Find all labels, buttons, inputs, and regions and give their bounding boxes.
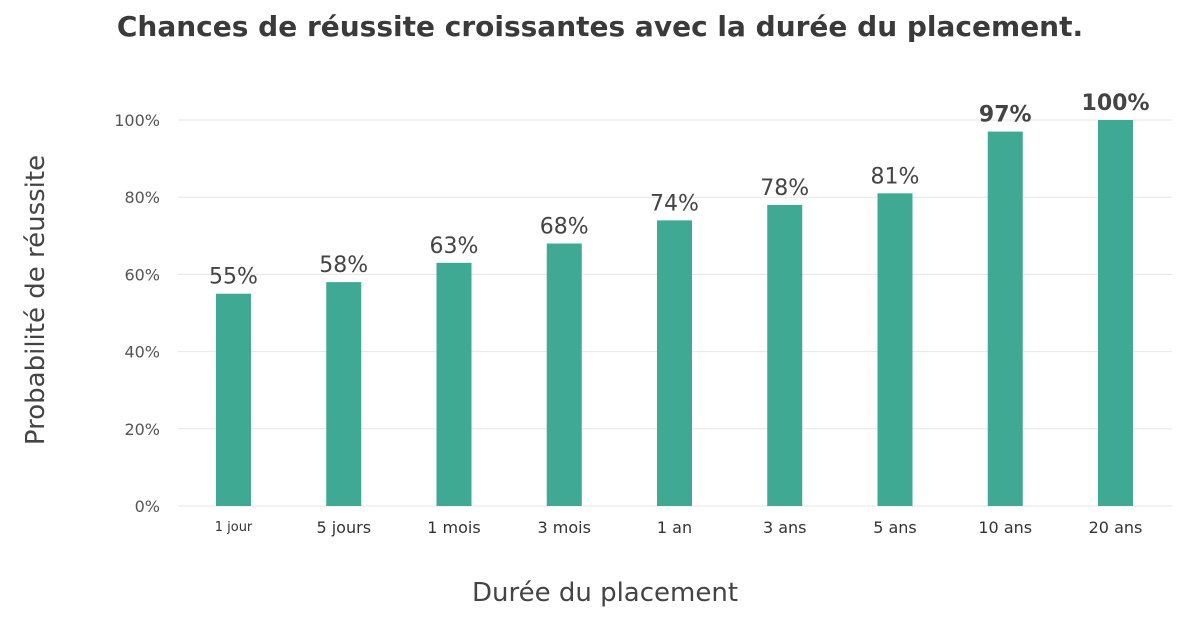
data-labels: 55% 58% 63% 68% 74% 78% 81% 97% 100% bbox=[209, 91, 1149, 290]
data-label: 74% bbox=[650, 191, 699, 216]
x-tick-label: 5 jours bbox=[316, 518, 371, 537]
x-tick-label: 1 mois bbox=[427, 518, 480, 537]
bar bbox=[546, 243, 582, 506]
y-axis-ticks: 0% 20% 40% 60% 80% 100% bbox=[114, 111, 160, 516]
y-tick-label: 80% bbox=[124, 188, 160, 207]
x-tick-label: 10 ans bbox=[978, 518, 1032, 537]
x-tick-label: 3 mois bbox=[538, 518, 591, 537]
x-axis-label: Durée du placement bbox=[472, 578, 738, 608]
data-label: 68% bbox=[540, 215, 589, 240]
data-label: 63% bbox=[430, 234, 479, 259]
bar bbox=[877, 193, 913, 506]
data-label: 97% bbox=[979, 103, 1032, 128]
bar bbox=[326, 282, 362, 506]
data-label: 78% bbox=[760, 176, 809, 201]
bar bbox=[657, 220, 692, 507]
bar bbox=[767, 204, 803, 507]
bar bbox=[1098, 120, 1133, 506]
bar bbox=[987, 131, 1023, 506]
y-axis-label: Probabilité de réussite bbox=[21, 155, 51, 445]
data-label: 58% bbox=[319, 253, 368, 278]
bar bbox=[436, 262, 472, 506]
x-axis-ticks: 1 jour 5 jours 1 mois 3 mois 1 an 3 ans 5 ans 1… bbox=[215, 518, 1143, 537]
data-label: 100% bbox=[1082, 91, 1150, 116]
data-label: 81% bbox=[871, 164, 920, 189]
y-tick-label: 40% bbox=[124, 343, 160, 362]
bar bbox=[216, 293, 251, 506]
x-tick-label: 20 ans bbox=[1089, 518, 1143, 537]
data-label: 55% bbox=[209, 265, 258, 290]
y-tick-label: 100% bbox=[114, 111, 160, 130]
x-tick-label: 1 jour bbox=[215, 520, 253, 535]
x-tick-label: 1 an bbox=[657, 518, 692, 537]
x-tick-label: 5 ans bbox=[873, 518, 917, 537]
x-tick-label: 3 ans bbox=[763, 518, 807, 537]
y-tick-label: 60% bbox=[124, 265, 160, 284]
y-tick-label: 20% bbox=[124, 420, 160, 439]
bars bbox=[216, 120, 1133, 507]
y-tick-label: 0% bbox=[135, 497, 160, 516]
chart-title: Chances de réussite croissantes avec la … bbox=[117, 10, 1083, 43]
